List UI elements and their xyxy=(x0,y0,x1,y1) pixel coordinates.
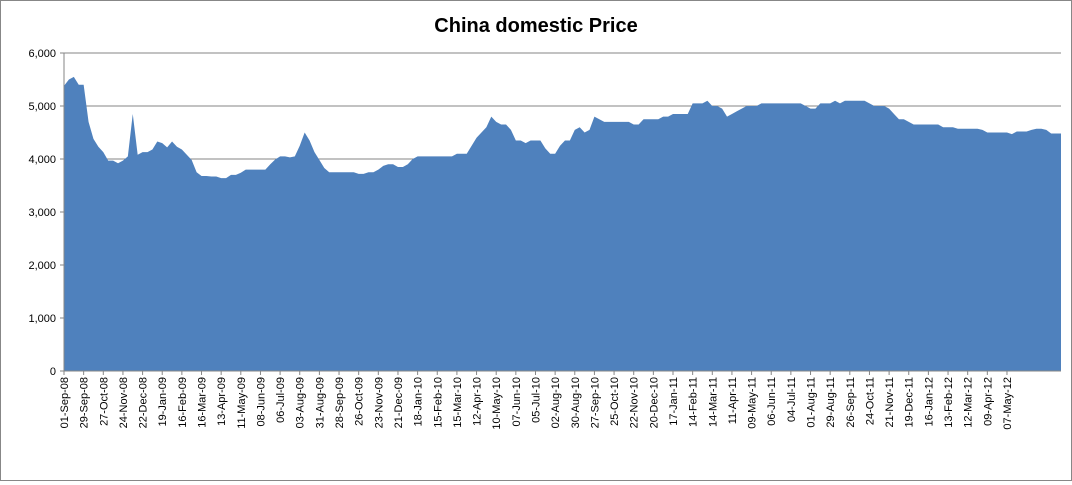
x-tick-label: 26-Oct-09 xyxy=(354,377,366,426)
x-tick-label: 08-Jun-09 xyxy=(255,377,267,427)
x-tick-label: 01-Sep-08 xyxy=(59,377,71,428)
x-tick-label: 13-Feb-12 xyxy=(943,377,955,428)
x-tick-label: 27-Sep-10 xyxy=(589,377,601,428)
x-tick-label: 22-Nov-10 xyxy=(629,377,641,428)
x-tick-label: 05-Jul-10 xyxy=(530,377,542,423)
x-tick-label: 09-May-11 xyxy=(747,377,759,429)
x-tick-label: 26-Sep-11 xyxy=(845,377,857,428)
x-tick-label: 29-Sep-08 xyxy=(79,377,91,428)
y-tick-label: 2,000 xyxy=(28,260,56,272)
y-tick-label: 5,000 xyxy=(28,101,56,113)
x-tick-label: 16-Jan-12 xyxy=(923,377,935,427)
x-tick-label: 24-Nov-08 xyxy=(118,377,130,428)
x-tick-label: 12-Mar-12 xyxy=(963,377,975,428)
x-tick-label: 22-Dec-08 xyxy=(138,377,150,428)
x-tick-label: 21-Dec-09 xyxy=(393,377,405,428)
x-tick-label: 07-Jun-10 xyxy=(511,377,523,427)
x-tick-label: 14-Feb-11 xyxy=(688,377,700,427)
x-tick-label: 10-May-10 xyxy=(491,377,503,430)
series-area xyxy=(64,76,1061,371)
x-tick-label: 19-Jan-09 xyxy=(157,377,169,427)
x-tick-label: 27-Oct-08 xyxy=(98,377,110,426)
x-tick-label: 19-Dec-11 xyxy=(904,377,916,428)
x-tick-label: 15-Feb-10 xyxy=(432,377,444,428)
x-tick-label: 01-Aug-11 xyxy=(806,377,818,428)
x-tick-label: 14-Mar-11 xyxy=(707,377,719,427)
y-tick-label: 1,000 xyxy=(28,313,56,325)
x-tick-label: 06-Jun-11 xyxy=(766,377,778,426)
x-tick-label: 28-Sep-09 xyxy=(334,377,346,428)
x-tick-label: 13-Apr-09 xyxy=(216,377,228,426)
x-tick-label: 20-Dec-10 xyxy=(648,377,660,428)
x-tick-label: 29-Aug-11 xyxy=(825,377,837,428)
x-tick-label: 18-Jan-10 xyxy=(413,377,425,427)
x-tick-label: 17-Jan-11 xyxy=(668,377,680,426)
y-tick-label: 3,000 xyxy=(28,207,56,219)
x-tick-label: 02-Aug-10 xyxy=(550,377,562,428)
x-tick-label: 07-May-12 xyxy=(1002,377,1014,430)
x-tick-label: 16-Mar-09 xyxy=(197,377,209,428)
x-tick-label: 23-Nov-09 xyxy=(373,377,385,428)
x-tick-label: 16-Feb-09 xyxy=(177,377,189,428)
x-tick-label: 03-Aug-09 xyxy=(295,377,307,428)
y-tick-label: 6,000 xyxy=(28,48,56,60)
x-tick-label: 15-Mar-10 xyxy=(452,377,464,428)
x-tick-label: 25-Oct-10 xyxy=(609,377,621,426)
y-tick-label: 4,000 xyxy=(28,154,56,166)
x-tick-label: 11-Apr-11 xyxy=(727,377,739,424)
x-tick-label: 09-Apr-12 xyxy=(982,377,994,426)
x-tick-label: 30-Aug-10 xyxy=(570,377,582,428)
chart-title: China domestic Price xyxy=(434,15,638,37)
x-tick-label: 24-Oct-11 xyxy=(864,377,876,425)
x-tick-label: 31-Aug-09 xyxy=(314,377,326,428)
x-tick-label: 06-Jul-09 xyxy=(275,377,287,423)
y-tick-label: 0 xyxy=(50,366,56,378)
x-tick-label: 11-May-09 xyxy=(236,377,248,429)
x-tick-label: 12-Apr-10 xyxy=(472,377,484,426)
x-tick-label: 04-Jul-11 xyxy=(786,377,798,422)
x-tick-label: 21-Nov-11 xyxy=(884,377,896,428)
